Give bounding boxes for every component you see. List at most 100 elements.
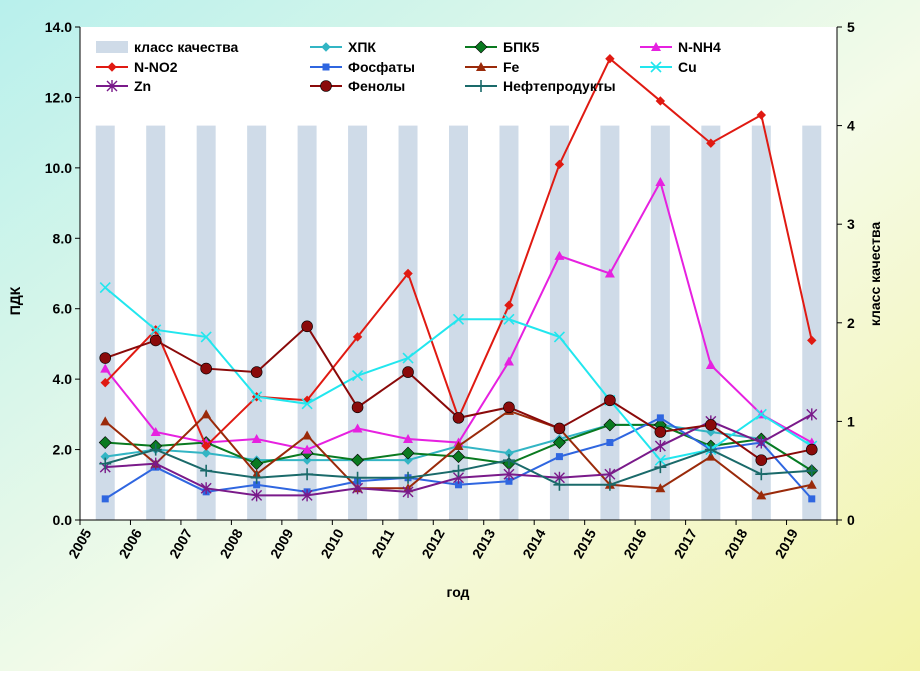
- data-point-Zn-2009: [301, 489, 313, 502]
- data-point-БПК5-2015: [603, 418, 617, 432]
- y-tick-label: 8.0: [53, 230, 73, 246]
- data-point-Фенолы-2009: [301, 320, 313, 333]
- data-point-БПК5-2005: [98, 436, 112, 449]
- bar-2005: [95, 125, 115, 520]
- data-point-N-NH4-2016: [655, 176, 666, 186]
- legend-marker: [476, 62, 486, 71]
- data-point-Cu-2011: [402, 352, 414, 364]
- data-point-Cu-2007: [200, 331, 212, 343]
- data-point-N-NH4-2005: [100, 363, 111, 373]
- bar-2010: [348, 125, 368, 520]
- y-tick-label: 6.0: [53, 301, 73, 317]
- data-point-Нефтепродукты-2018: [755, 468, 768, 481]
- data-point-Cu-2010: [352, 370, 364, 382]
- data-point-Нефтепродукты-2013: [502, 454, 515, 467]
- data-point-Нефтепродукты-2015: [603, 478, 616, 491]
- data-point-Fe-2016: [655, 483, 666, 493]
- data-point-Cu-2013: [503, 313, 515, 325]
- data-point-Фенолы-2014: [553, 422, 566, 435]
- data-point-N-NO2-2005: [100, 377, 110, 388]
- data-point-БПК5-2012: [452, 450, 465, 464]
- data-point-ХПК-2009: [302, 455, 312, 465]
- data-point-N-NO2-2013: [504, 300, 514, 310]
- data-point-Фенолы-2016: [654, 426, 667, 438]
- data-point-N-NH4-2011: [403, 434, 414, 444]
- data-point-Фосфаты-2005: [101, 495, 109, 503]
- data-point-Фенолы-2013: [503, 401, 515, 414]
- legend-item-ХПК: ХПК: [310, 39, 376, 55]
- data-point-Cu-2016: [654, 454, 666, 466]
- data-point-Fe-2012: [453, 441, 464, 451]
- data-point-N-NH4-2015: [604, 268, 615, 278]
- data-point-Zn-2006: [150, 457, 162, 470]
- data-point-Фенолы-2006: [149, 334, 162, 347]
- data-point-Фосфаты-2015: [606, 439, 614, 447]
- data-point-Фосфаты-2014: [555, 453, 563, 461]
- data-point-БПК5-2011: [401, 446, 415, 460]
- data-point-Нефтепродукты-2006: [149, 443, 162, 456]
- data-point-Zn-2008: [251, 489, 263, 502]
- y-tick-label: 0.0: [53, 512, 73, 528]
- data-point-N-NO2-2007: [201, 441, 211, 451]
- data-point-Zn-2011: [402, 485, 414, 498]
- data-point-Fe-2018: [756, 490, 767, 500]
- data-point-Нефтепродукты-2012: [452, 464, 465, 477]
- data-point-Fe-2017: [705, 451, 716, 461]
- legend-label: Фенолы: [348, 78, 405, 94]
- data-point-Фенолы-2015: [604, 394, 616, 407]
- bar-2017: [701, 125, 721, 520]
- legend-marker: [474, 40, 488, 54]
- legend-item-БПК5: БПК5: [465, 39, 540, 55]
- y2-tick-label: 1: [847, 413, 855, 429]
- legend-item-N-NO2: N-NO2: [96, 59, 178, 75]
- data-point-Zn-2018: [755, 436, 767, 449]
- legend-item-Фенолы: Фенолы: [310, 78, 405, 94]
- data-point-Нефтепродукты-2014: [553, 478, 566, 491]
- data-point-N-NH4-2014: [554, 250, 565, 260]
- data-point-Нефтепродукты-2019: [805, 464, 818, 477]
- bar-2006: [146, 125, 166, 520]
- data-point-Фосфаты-2016: [656, 414, 664, 422]
- data-point-Cu-2018: [755, 408, 767, 420]
- legend-item-Фосфаты: Фосфаты: [310, 59, 415, 75]
- data-point-БПК5-2014: [553, 436, 566, 449]
- data-point-N-NH4-2008: [251, 434, 262, 444]
- data-point-Нефтепродукты-2005: [99, 457, 112, 470]
- bar-2007: [196, 125, 216, 520]
- y2-tick-label: 0: [847, 512, 855, 528]
- data-point-Zn-2010: [352, 482, 364, 495]
- y-tick-label: 10.0: [45, 160, 72, 176]
- data-point-Fe-2009: [302, 430, 313, 440]
- legend-label: Zn: [134, 78, 151, 94]
- legend-swatch: [96, 41, 128, 53]
- data-point-N-NH4-2010: [352, 423, 363, 433]
- legend-marker: [107, 62, 117, 72]
- legend-label: N-NH4: [678, 39, 721, 55]
- legend-item-Zn: Zn: [96, 78, 151, 94]
- data-point-Фенолы-2011: [402, 366, 414, 378]
- legend: класс качества ХПК БПК5 N-NH4 N-NO2 Фосфаты Fe…: [96, 39, 721, 94]
- legend-item-Cu: Cu: [640, 59, 697, 75]
- data-point-Фенолы-2008: [250, 366, 263, 378]
- x-axis-label: год: [447, 584, 470, 600]
- y-tick-label: 14.0: [45, 19, 72, 35]
- legend-item-класс качества: класс качества: [96, 39, 239, 55]
- data-point-Нефтепродукты-2007: [200, 464, 213, 477]
- legend-marker: [106, 80, 118, 92]
- data-point-Cu-2009: [301, 398, 313, 410]
- data-point-БПК5-2010: [351, 453, 364, 467]
- bar-2018: [751, 125, 771, 520]
- data-point-Fe-2005: [100, 416, 111, 426]
- data-point-N-NO2-2014: [554, 159, 565, 170]
- data-point-Фенолы-2007: [200, 362, 212, 375]
- data-point-N-NH4-2006: [150, 426, 161, 436]
- bar-2014: [549, 125, 569, 520]
- data-point-Fe-2019: [806, 479, 817, 489]
- data-point-Нефтепродукты-2010: [351, 471, 364, 484]
- data-point-Cu-2005: [99, 282, 111, 294]
- data-point-N-NO2-2011: [403, 268, 413, 279]
- y-tick-label: 4.0: [53, 371, 73, 387]
- legend-label: ХПК: [348, 39, 376, 55]
